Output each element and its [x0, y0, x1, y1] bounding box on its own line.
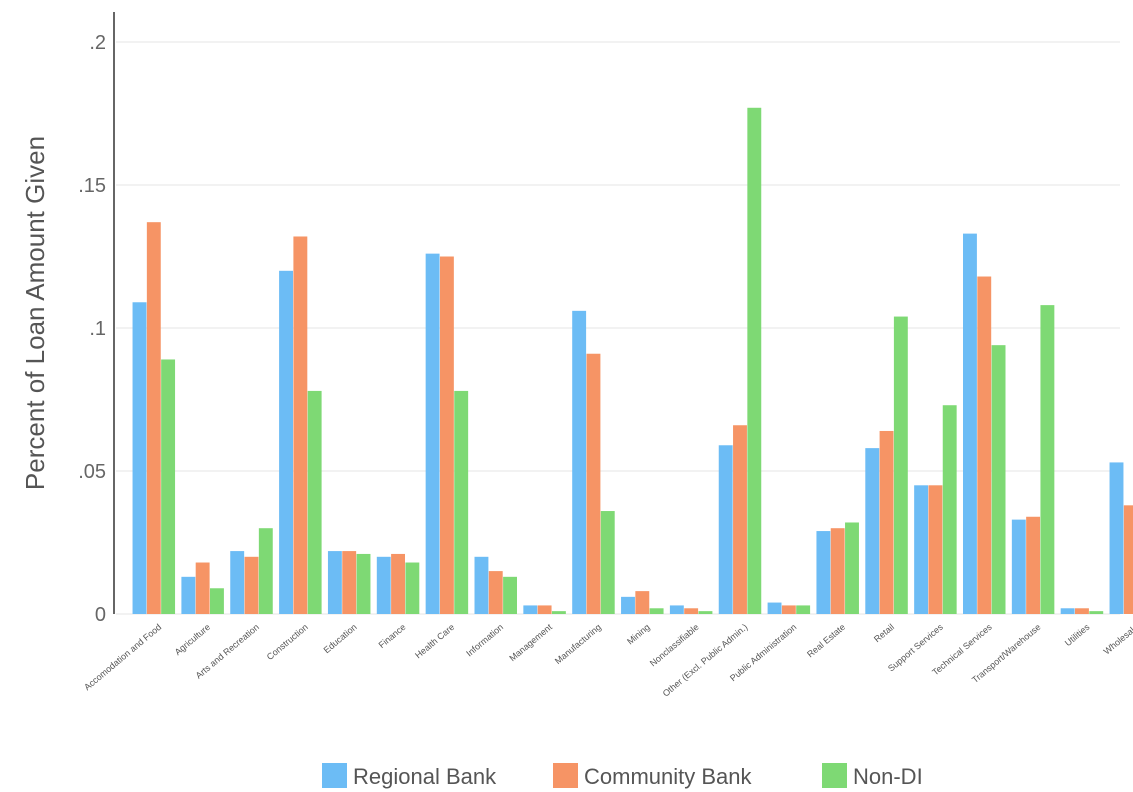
legend-swatch [822, 763, 847, 788]
bar-community-bank [1075, 608, 1089, 614]
bar-regional-bank [1060, 608, 1075, 614]
x-category-label: Construction [265, 622, 310, 662]
bar-regional-bank [1011, 519, 1026, 614]
bar-regional-bank [230, 551, 245, 614]
bar-non-di [600, 511, 615, 614]
x-category-label: Nonclassifiable [648, 622, 701, 669]
bar-community-bank [439, 256, 454, 614]
bar-regional-bank [327, 551, 342, 614]
bar-community-bank [293, 236, 308, 615]
bar-non-di [307, 390, 322, 614]
bar-non-di [551, 611, 566, 614]
bar-regional-bank [279, 270, 293, 614]
bar-regional-bank [816, 531, 831, 614]
bar-non-di [161, 359, 176, 614]
bar-regional-bank [914, 485, 929, 614]
bar-regional-bank [1109, 462, 1124, 614]
x-category-label: Retail [872, 622, 896, 644]
bar-regional-bank [963, 233, 977, 614]
bar-regional-bank [621, 596, 635, 614]
bar-regional-bank [132, 302, 147, 614]
bar-non-di [893, 316, 908, 614]
bar-non-di [796, 605, 811, 614]
bar-regional-bank [669, 605, 684, 614]
bar-non-di [1089, 611, 1104, 614]
bar-non-di [210, 588, 224, 614]
bar-community-bank [830, 528, 845, 614]
bar-community-bank [879, 430, 894, 614]
bar-regional-bank [767, 602, 782, 614]
bar-non-di [747, 107, 762, 614]
x-category-label: Other (Excl. Public Admin.) [661, 622, 750, 699]
bar-community-bank [1123, 505, 1133, 614]
legend-label: Regional Bank [353, 764, 497, 789]
bar-community-bank [195, 562, 210, 614]
bar-regional-bank [865, 448, 880, 614]
legend-swatch [322, 763, 347, 788]
bar-community-bank [391, 553, 405, 614]
bar-community-bank [537, 605, 552, 614]
bar-community-bank [342, 551, 357, 614]
y-tick-label: .2 [89, 32, 106, 54]
x-category-label: Agriculture [173, 622, 212, 657]
y-tick-label: .1 [89, 318, 106, 340]
y-tick-label: .15 [78, 175, 106, 197]
bar-community-bank [733, 425, 747, 614]
bar-non-di [405, 562, 420, 614]
bar-regional-bank [181, 576, 196, 614]
legend: Regional Bank Community Bank Non-DI [322, 763, 923, 789]
y-tick-labels: 0 .05 .1 .15 .2 [78, 32, 106, 626]
legend-swatch [553, 763, 578, 788]
x-category-label: Real Estate [805, 622, 847, 660]
bar-non-di [942, 405, 957, 614]
y-axis-title: Percent of Loan Amount Given [20, 136, 50, 490]
x-category-label: Health Care [413, 622, 456, 661]
bar-non-di [991, 345, 1006, 614]
x-category-label: Wholesale [1102, 622, 1133, 657]
x-category-label: Utilities [1063, 622, 1092, 649]
bar-community-bank [146, 222, 161, 614]
bar-community-bank [781, 605, 796, 614]
x-category-label: Management [507, 622, 554, 664]
bar-regional-bank [376, 556, 391, 614]
bar-non-di [845, 522, 859, 614]
x-category-label: Education [322, 622, 359, 655]
x-category-label: Finance [377, 622, 408, 650]
bar-non-di [258, 528, 273, 614]
bar-non-di [454, 390, 469, 614]
bar-non-di [503, 576, 517, 614]
bar-non-di [649, 608, 664, 614]
bar-non-di [1040, 305, 1055, 614]
bar-community-bank [684, 608, 699, 614]
bar-community-bank [488, 571, 503, 614]
y-tick-label: .05 [78, 461, 106, 483]
bar-community-bank [1026, 516, 1041, 614]
bars [132, 107, 1133, 615]
bar-community-bank [928, 485, 943, 614]
x-category-label: Mining [625, 622, 652, 647]
x-category-label: Accomodation and Food [82, 622, 163, 692]
y-tick-label: 0 [95, 604, 106, 626]
bar-community-bank [635, 591, 650, 614]
x-category-label: Manufacturing [553, 622, 603, 666]
legend-label: Community Bank [584, 764, 753, 789]
bar-regional-bank [572, 310, 587, 614]
legend-label: Non-DI [853, 764, 923, 789]
bar-regional-bank [474, 556, 489, 614]
x-category-label: Information [464, 622, 505, 659]
bar-community-bank [977, 276, 992, 614]
bar-non-di [356, 553, 371, 614]
bar-regional-bank [425, 253, 440, 614]
bar-regional-bank [523, 605, 538, 614]
bar-regional-bank [718, 445, 733, 614]
bar-community-bank [244, 556, 259, 614]
bar-non-di [698, 611, 713, 614]
bar-community-bank [586, 353, 601, 614]
